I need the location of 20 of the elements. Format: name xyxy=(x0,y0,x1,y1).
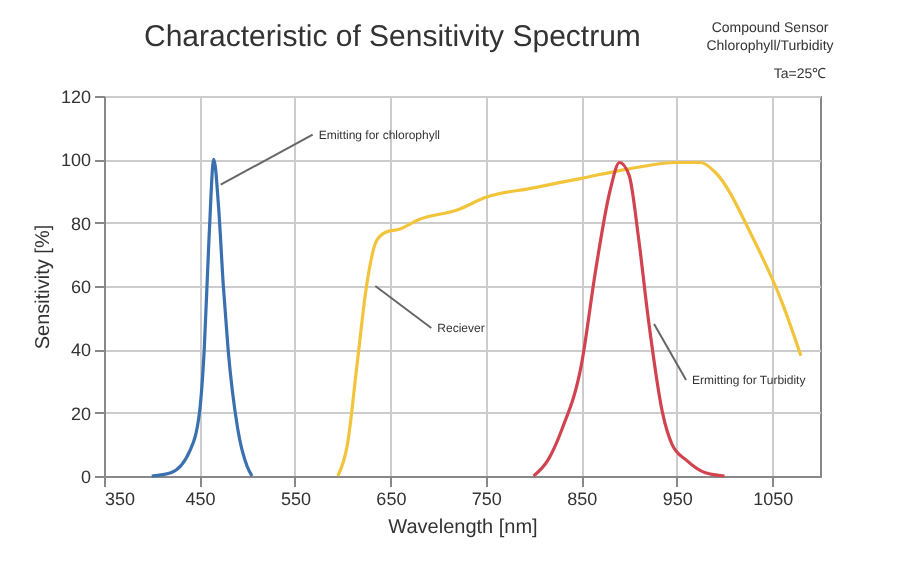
y-tick-label: 40 xyxy=(70,340,91,361)
line-series xyxy=(150,157,254,478)
y-tick-label: 100 xyxy=(60,150,91,171)
x-tick-label: 1050 xyxy=(753,489,794,509)
x-tick-label: 750 xyxy=(471,489,502,509)
x-tick-label: 950 xyxy=(662,489,693,509)
x-tick-label: 450 xyxy=(185,489,216,509)
x-tick-label: 350 xyxy=(105,489,136,509)
y-tick-label: 120 xyxy=(60,87,91,107)
chart-title: Characteristic of Sensitivity Spectrum xyxy=(144,20,641,54)
x-tick-label: 850 xyxy=(567,489,598,509)
x-tick-label: 550 xyxy=(280,489,311,509)
y-axis-title: Sensitivity [%] xyxy=(32,224,55,350)
y-tick-label: 60 xyxy=(70,277,91,297)
y-tick-label: 0 xyxy=(80,467,91,487)
line-series xyxy=(336,160,803,478)
x-tick-label: 650 xyxy=(376,489,407,509)
y-tick-label: 80 xyxy=(70,213,91,234)
x-axis-title: Wavelength [nm] xyxy=(388,517,539,539)
y-tick-label: 20 xyxy=(70,403,91,424)
